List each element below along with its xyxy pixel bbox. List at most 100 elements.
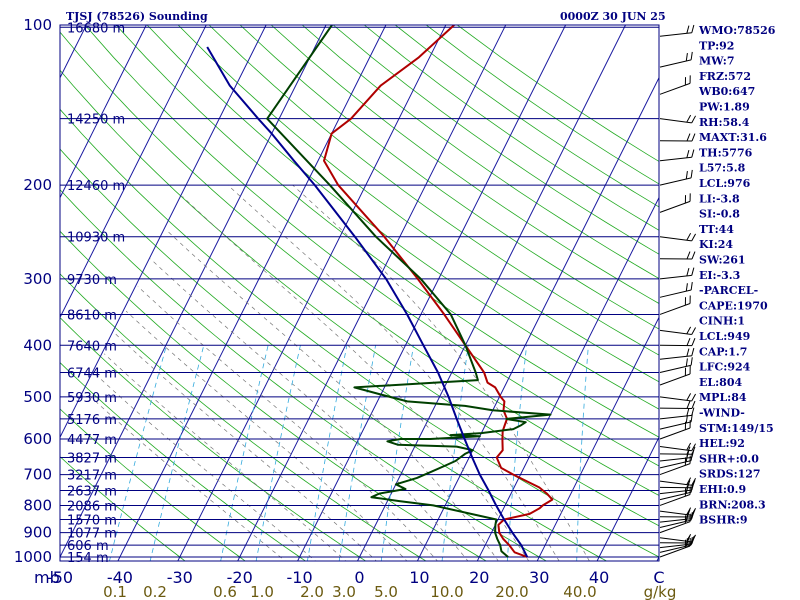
height-label: 8610 m [67, 308, 117, 323]
index-item: TP:92 [699, 39, 734, 52]
wind-barb [659, 507, 697, 516]
height-label: 154 m [67, 551, 109, 566]
temperature-tick-label: -50 [47, 568, 73, 587]
mixing-ratio-label: 5.0 [374, 583, 398, 600]
series-line [323, 25, 554, 558]
wind-barb [659, 169, 693, 186]
pressure-tick-label: 400 [23, 336, 52, 354]
temperature-tick-label: -30 [167, 568, 193, 587]
wind-barb [659, 282, 693, 298]
index-item: SW:261 [699, 254, 746, 267]
mixing-ratio-label: 1.0 [250, 583, 274, 600]
isotherm-line [60, 25, 207, 319]
height-label: 10930 m [67, 231, 125, 246]
temperature-tick-label: C [653, 568, 664, 587]
index-item: RH:58.4 [699, 116, 750, 129]
temperature-tick-label: 20 [469, 568, 489, 587]
isotherm-line [177, 25, 447, 561]
mixing-ratio-line [338, 345, 376, 561]
wind-barb [659, 232, 697, 242]
wind-barb [659, 393, 697, 402]
dry-adiabat [270, 25, 659, 304]
index-item: CAPE:1970 [699, 299, 768, 312]
index-item: BSHR:9 [699, 514, 748, 527]
height-label: 606 m [67, 539, 109, 554]
temperature-tick-label: 40 [589, 568, 609, 587]
temperature-axis-labels: -50 -40 -30 -20 -10 0 10 20 30 40 Cmb [34, 568, 665, 587]
moist-adiabat [125, 310, 408, 561]
isotherm-line [536, 316, 659, 561]
dry-adiabats [60, 25, 659, 561]
height-label: 1077 m [67, 527, 117, 542]
index-item: LFC:924 [699, 361, 751, 374]
sounding-traces [206, 25, 554, 558]
pressure-tick-label: 100 [23, 16, 52, 34]
wind-barb [659, 366, 691, 386]
wind-barb [659, 400, 696, 409]
pressure-unit-label: mb [34, 568, 60, 587]
mixing-ratio-label: 20.0 [495, 583, 528, 600]
index-item: LCL:949 [699, 330, 750, 343]
index-item: FRZ:572 [699, 70, 751, 83]
mixing-ratio-label: 10.0 [430, 583, 463, 600]
mixing-ratio-line [306, 345, 348, 561]
wind-barb [659, 133, 696, 142]
height-label: 2086 m [67, 499, 117, 514]
index-item: TT:44 [699, 223, 734, 236]
wind-barb [659, 51, 693, 68]
dry-adiabat [301, 25, 659, 280]
pressure-tick-label: 300 [23, 270, 52, 288]
wind-barb [659, 442, 697, 452]
wind-barbs [659, 24, 697, 558]
temperature-tick-label: 0 [354, 568, 364, 587]
height-label: 16680 m [67, 21, 125, 36]
height-label: 4477 m [67, 433, 117, 448]
temperature-tick-label: -20 [227, 568, 253, 587]
moist-adiabat [150, 258, 469, 561]
index-item: MPL:84 [699, 391, 747, 404]
mixing-ratio-label: 0.2 [143, 583, 167, 600]
isotherm-line [356, 25, 627, 561]
height-label: 5930 m [67, 391, 117, 406]
dry-adiabat [60, 31, 659, 496]
wind-barb [659, 193, 691, 213]
index-item: PW:1.89 [699, 101, 750, 114]
mixing-ratio-line [149, 345, 205, 561]
index-item: TH:5776 [699, 146, 753, 159]
pressure-tick-label: 600 [23, 430, 52, 448]
wind-barb [659, 357, 693, 373]
wind-barb [659, 267, 695, 280]
pressure-tick-label: 900 [23, 524, 52, 542]
index-item: HEL:92 [699, 437, 745, 450]
chart-valid-time: 0000Z 30 JUN 25 [560, 10, 666, 23]
index-item: -WIND- [699, 407, 745, 420]
mixing-ratio-label: 3.0 [332, 583, 356, 600]
index-item: -PARCEL- [699, 284, 758, 297]
dry-adiabat [84, 25, 659, 467]
index-item: SHR+:0.0 [699, 452, 759, 465]
dry-adiabat [332, 25, 659, 255]
temperature-tick-label: 30 [529, 568, 549, 587]
index-item: SRDS:127 [699, 468, 761, 481]
pressure-tick-label: 200 [23, 176, 52, 194]
index-item: MW:7 [699, 55, 735, 68]
wind-barb [659, 251, 696, 260]
wind-barb [659, 114, 697, 124]
isotherm-line [60, 25, 327, 559]
series-line [206, 46, 529, 558]
index-item: EI:-3.3 [699, 269, 740, 282]
height-label: 12460 m [67, 179, 125, 194]
pressure-tick-label: 800 [23, 496, 52, 514]
index-item: MAXT:31.6 [699, 131, 767, 144]
wind-barb [659, 326, 697, 336]
index-item: LI:-3.8 [699, 192, 740, 205]
temperature-tick-label: -40 [107, 568, 133, 587]
index-item: LCL:976 [699, 177, 751, 190]
wind-barb [659, 75, 691, 95]
index-item: WMO:78526 [698, 24, 776, 37]
dry-adiabat [115, 25, 659, 438]
mixing-ratio-label: g/kg [644, 583, 677, 600]
index-item: KI:24 [699, 238, 733, 251]
height-label: 2637 m [67, 485, 117, 500]
pressure-tick-label: 1000 [14, 548, 52, 566]
